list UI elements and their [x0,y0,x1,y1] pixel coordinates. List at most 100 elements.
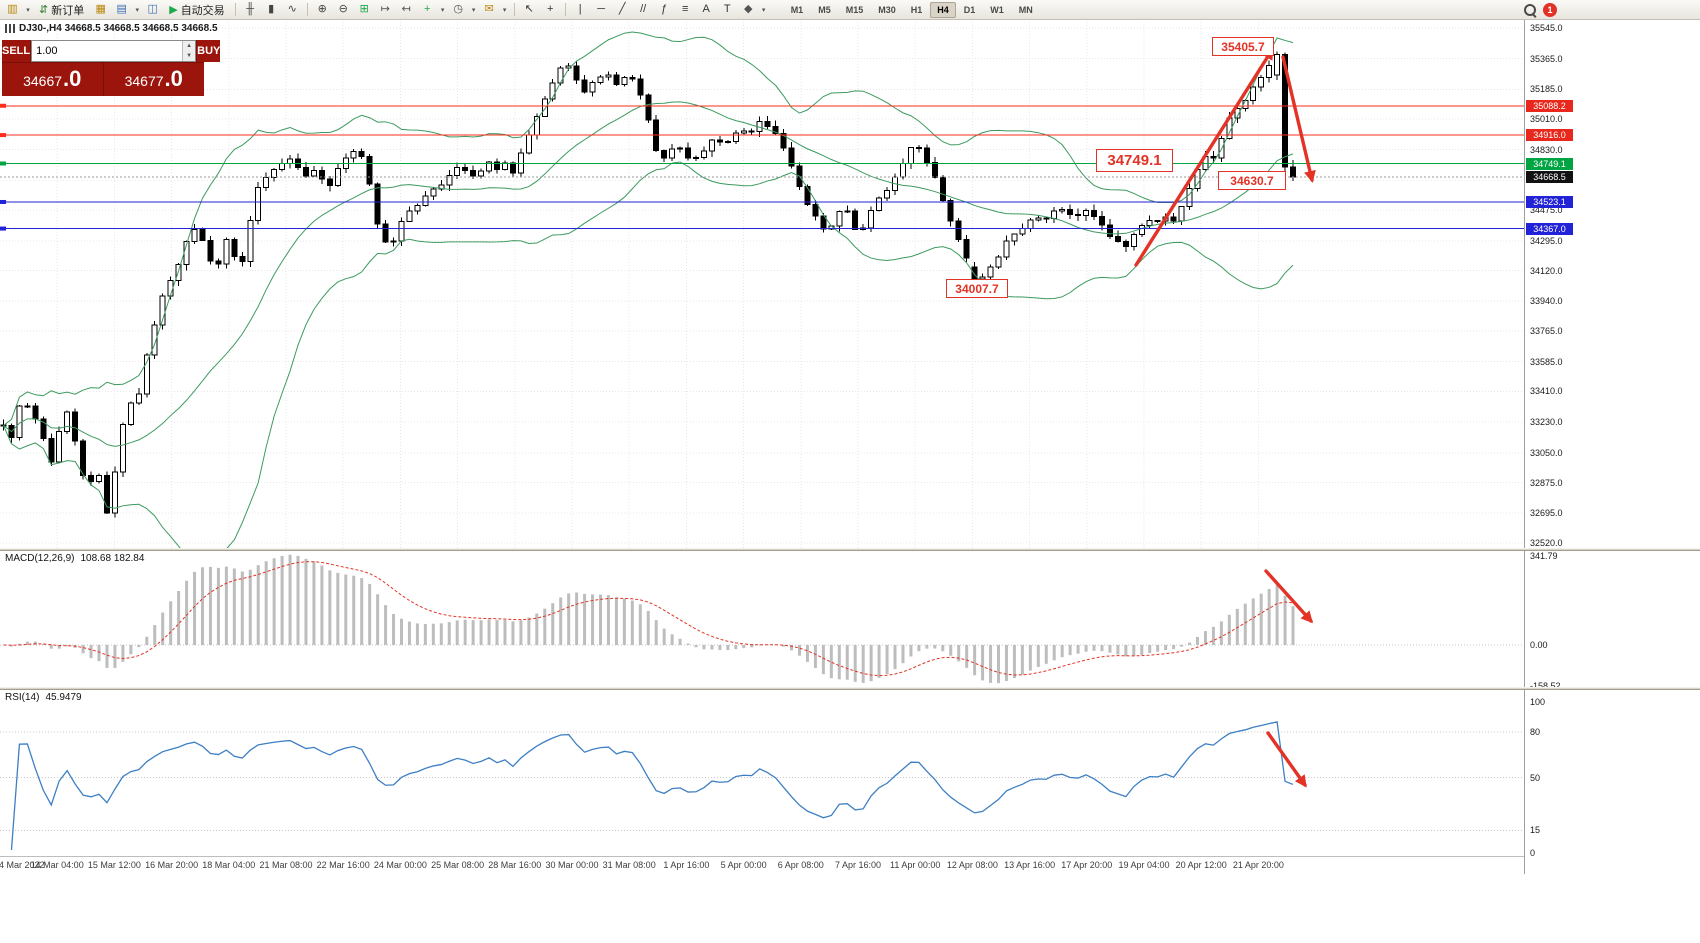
periods-clock-icon-dropdown[interactable]: ▾ [471,6,476,14]
price-annotation[interactable]: 34007.7 [946,279,1008,298]
crosshair-icon[interactable]: + [546,3,554,15]
auto-scroll-icon[interactable]: ↦ [380,3,390,15]
buy-price[interactable]: 34677 .0 [103,63,204,96]
shapes-icon-dropdown[interactable]: ▾ [761,6,766,14]
timeframe-mn[interactable]: MN [1018,4,1033,15]
date-tick-label: 18 Mar 04:00 [202,860,256,870]
autotrade-button[interactable]: ▶ 自动交易 [164,2,229,18]
label-icon[interactable]: T [723,3,731,15]
price-tick-label: 34830.0 [1530,144,1563,155]
price-tick-label: 32520.0 [1530,538,1563,548]
rsi-tick-label: 50 [1530,772,1541,783]
timeframe-m5[interactable]: M5 [818,4,831,15]
timeframe-w1[interactable]: W1 [990,4,1004,15]
price-tick-label: 33940.0 [1530,296,1563,307]
chart-shift-icon[interactable]: ↤ [401,3,411,15]
buy-button[interactable]: BUY [197,40,221,62]
date-tick-label: 15 Mar 12:00 [87,860,141,870]
zoom-in-icon[interactable]: ⊕ [317,3,327,15]
price-annotation[interactable]: 34749.1 [1096,149,1173,172]
fibonacci-icon[interactable]: ƒ [661,3,668,15]
channel-icon[interactable]: // [640,3,647,15]
chart-symbol-icon [5,24,15,33]
timeframe-group: M1 M5 M15 M30 H1 H4 D1 W1 MN [784,1,1040,18]
price-tick-label: 32875.0 [1530,477,1563,488]
new-chart-icon[interactable]: ▥ [7,3,18,15]
chart-window-icon[interactable]: ▦ [95,3,106,15]
levels-icon[interactable]: ≡ [681,3,689,15]
periods-clock-icon[interactable]: ◷ [453,3,463,15]
candle-chart-icon[interactable]: ▮ [268,3,275,15]
indicators-icon-dropdown[interactable]: ▾ [440,6,445,14]
price-annotation[interactable]: 35405.7 [1212,37,1274,56]
macd-chart[interactable] [0,551,1524,687]
timeframe-h1[interactable]: H1 [910,4,923,15]
price-axis[interactable]: 35545.035365.035185.035010.034830.034650… [1524,19,1700,874]
price-tick-label: 35185.0 [1530,84,1563,95]
cursor-icon[interactable]: ↖ [524,3,534,15]
date-tick-label: 22 Mar 16:00 [316,860,370,870]
horizontal-line-icon[interactable]: ─ [597,3,606,15]
line-chart-icon[interactable]: ∿ [287,3,297,15]
date-tick-label: 14 Mar 04:00 [30,860,84,870]
panel-divider[interactable] [0,687,1700,690]
new-chart-icon-dropdown[interactable]: ▾ [26,6,30,14]
macd-label-row: MACD(12,26,9) 108.68 182.84 [5,553,144,564]
macd-values: 108.68 182.84 [80,553,145,564]
date-tick-label: 31 Mar 08:00 [602,860,656,870]
text-icon[interactable]: A [702,3,710,15]
toolbar-separator [306,3,308,16]
price-level-badge: 34523.1 [1526,195,1573,208]
shapes-icon[interactable]: ◆ [743,3,753,15]
price-tick-label: 33585.0 [1530,356,1563,367]
rsi-label: RSI(14) [5,692,40,703]
price-annotation[interactable]: 34630.7 [1218,171,1286,190]
zoom-out-icon[interactable]: ⊖ [338,3,348,15]
price-chart[interactable] [0,19,1524,548]
rsi-tick-label: 15 [1530,825,1541,836]
volume-input[interactable] [32,45,183,57]
templates-mail-icon-dropdown[interactable]: ▾ [502,6,507,14]
rsi-label-row: RSI(14) 45.9479 [5,692,82,703]
vertical-line-icon[interactable]: | [578,3,582,15]
price-level-badge: 34367.0 [1526,222,1573,235]
bar-chart-icon[interactable]: ╫ [246,3,255,15]
sell-button[interactable]: SELL [2,40,31,62]
timeframe-m30[interactable]: M30 [878,4,896,15]
sell-price-frac: .0 [63,66,82,91]
profiles-icon-dropdown[interactable]: ▾ [135,6,139,14]
price-level-badge: 34916.0 [1526,129,1573,142]
sell-price[interactable]: 34667 .0 [2,63,103,96]
terminal-icon[interactable]: ◫ [147,3,158,15]
volume-increase-button[interactable]: ▲ [183,41,196,51]
timeframe-h4[interactable]: H4 [930,1,956,18]
trendline-icon[interactable]: ╱ [618,3,626,15]
sell-price-main: 34667 [23,73,63,89]
templates-mail-icon[interactable]: ✉ [484,3,494,15]
indicators-icon[interactable]: + [423,3,431,15]
rsi-chart[interactable] [0,690,1524,856]
profiles-icon[interactable]: ▤ [116,3,127,15]
price-tick-label: 35365.0 [1530,53,1563,64]
price-tick-label: 35545.0 [1530,23,1563,33]
search-icon[interactable] [1523,3,1537,17]
panel-divider[interactable] [0,548,1700,551]
autotrade-button-label: 自动交易 [180,4,225,17]
rsi-tick-label: 80 [1530,727,1541,738]
macd-tick-label: -158.52 [1530,681,1561,691]
date-tick-label: 24 Mar 00:00 [373,860,427,870]
tile-windows-icon[interactable]: ⊞ [359,3,369,15]
notification-badge[interactable]: 1 [1543,2,1557,17]
timeframe-m1[interactable]: M1 [790,4,804,15]
date-tick-label: 21 Apr 20:00 [1232,860,1284,870]
rsi-value: 45.9479 [45,692,82,703]
timeframe-m15[interactable]: M15 [845,4,864,15]
timeframe-d1[interactable]: D1 [963,4,976,15]
volume-decrease-button[interactable]: ▼ [183,51,196,61]
price-level-badge: 34668.5 [1526,171,1573,184]
new-order-button[interactable]: ⇵ 新订单 [34,2,89,18]
date-tick-label: 12 Apr 08:00 [946,860,998,870]
date-tick-label: 30 Mar 00:00 [545,860,599,870]
one-click-trading-panel: SELL ▲ ▼ BUY 34667 .0 34677 .0 [2,40,221,96]
